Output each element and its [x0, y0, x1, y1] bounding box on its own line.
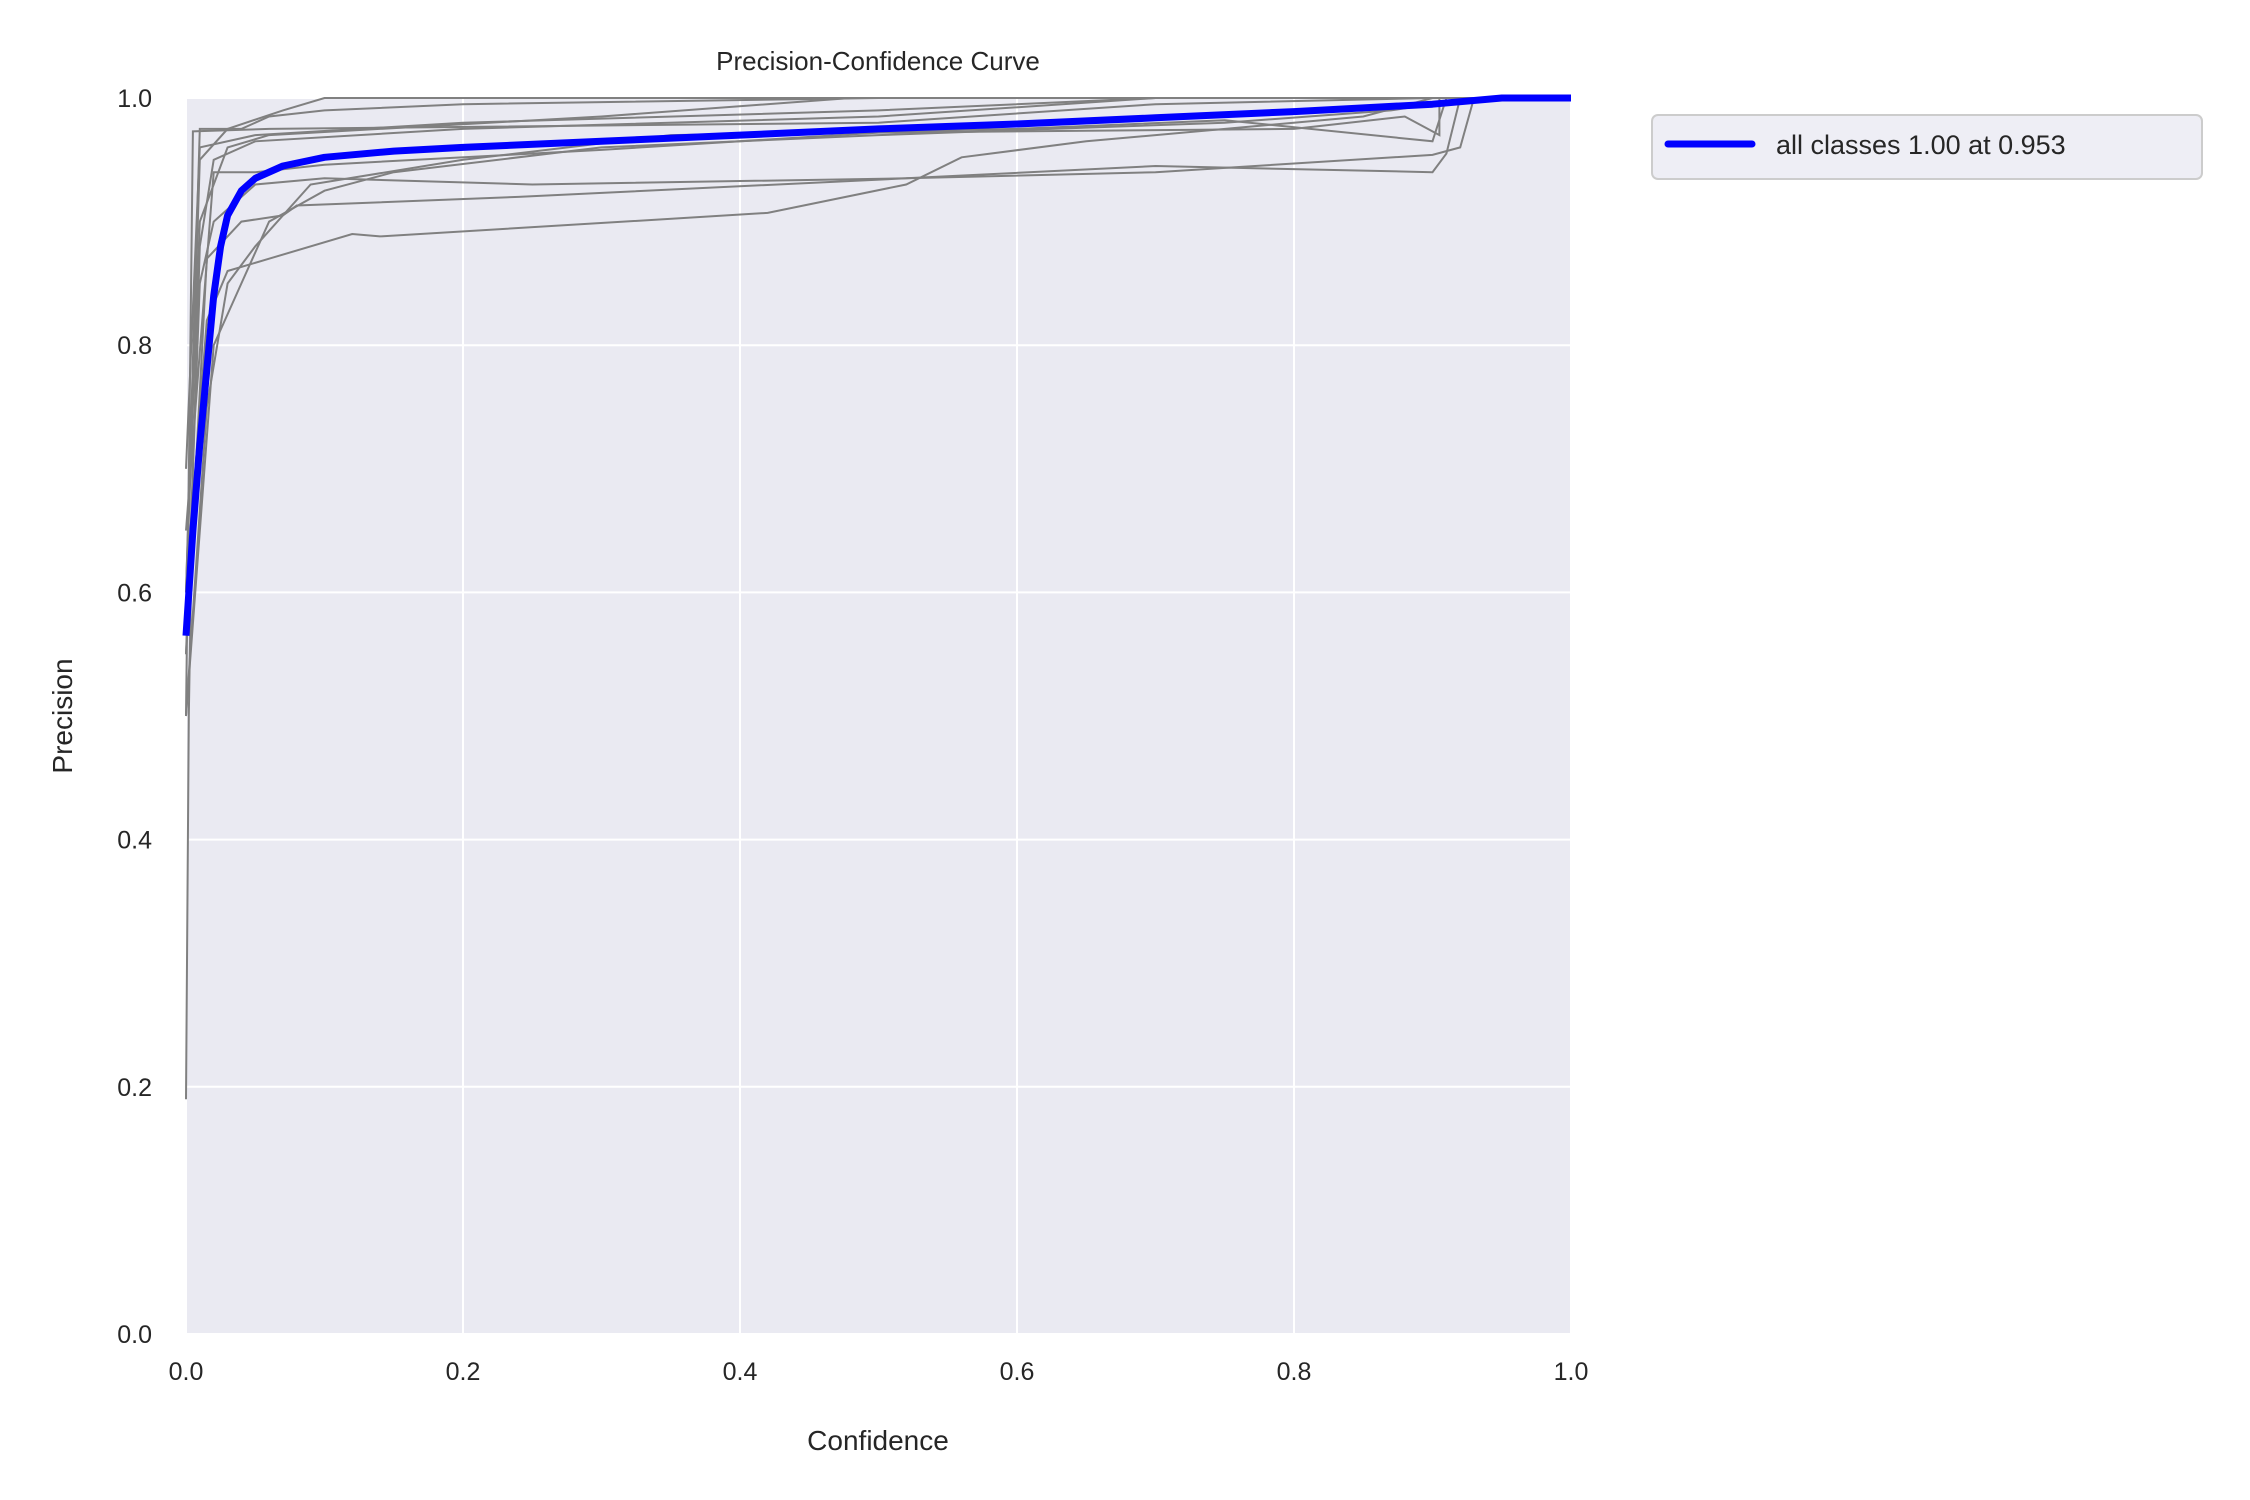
legend: all classes 1.00 at 0.953 — [1651, 114, 2203, 180]
y-axis-label: Precision — [47, 658, 78, 773]
y-tick-label: 0.0 — [117, 1321, 152, 1349]
plot-background — [186, 98, 1571, 1334]
legend-box — [1651, 114, 2203, 180]
legend-label-all-classes: all classes 1.00 at 0.953 — [1776, 130, 2066, 160]
class-curve-4 — [185, 97, 1571, 593]
y-tick-labels: 0.0 0.2 0.4 0.6 0.8 1.0 — [117, 85, 152, 1349]
x-axis-label: Confidence — [807, 1425, 949, 1456]
chart-title: Precision-Confidence Curve — [716, 46, 1040, 76]
class-curve-3 — [185, 97, 1571, 655]
class-curve-12 — [185, 97, 1571, 593]
x-tick-label: 0.2 — [446, 1358, 481, 1386]
y-tick-label: 0.8 — [117, 332, 152, 360]
class-curve-9 — [185, 97, 1571, 655]
y-tick-label: 0.2 — [117, 1074, 152, 1102]
x-tick-labels: 0.0 0.2 0.4 0.6 0.8 1.0 — [169, 1358, 1589, 1386]
class-curve-11 — [185, 97, 1571, 717]
y-tick-label: 0.4 — [117, 827, 152, 855]
y-tick-label: 1.0 — [117, 85, 152, 113]
y-tick-label: 0.6 — [117, 579, 152, 607]
x-tick-label: 1.0 — [1554, 1358, 1589, 1386]
all-classes-curve — [182, 94, 1571, 636]
x-tick-label: 0.8 — [1277, 1358, 1312, 1386]
x-tick-label: 0.0 — [169, 1358, 204, 1386]
series-group — [182, 94, 1571, 1100]
x-tick-label: 0.6 — [1000, 1358, 1035, 1386]
x-tick-label: 0.4 — [723, 1358, 758, 1386]
